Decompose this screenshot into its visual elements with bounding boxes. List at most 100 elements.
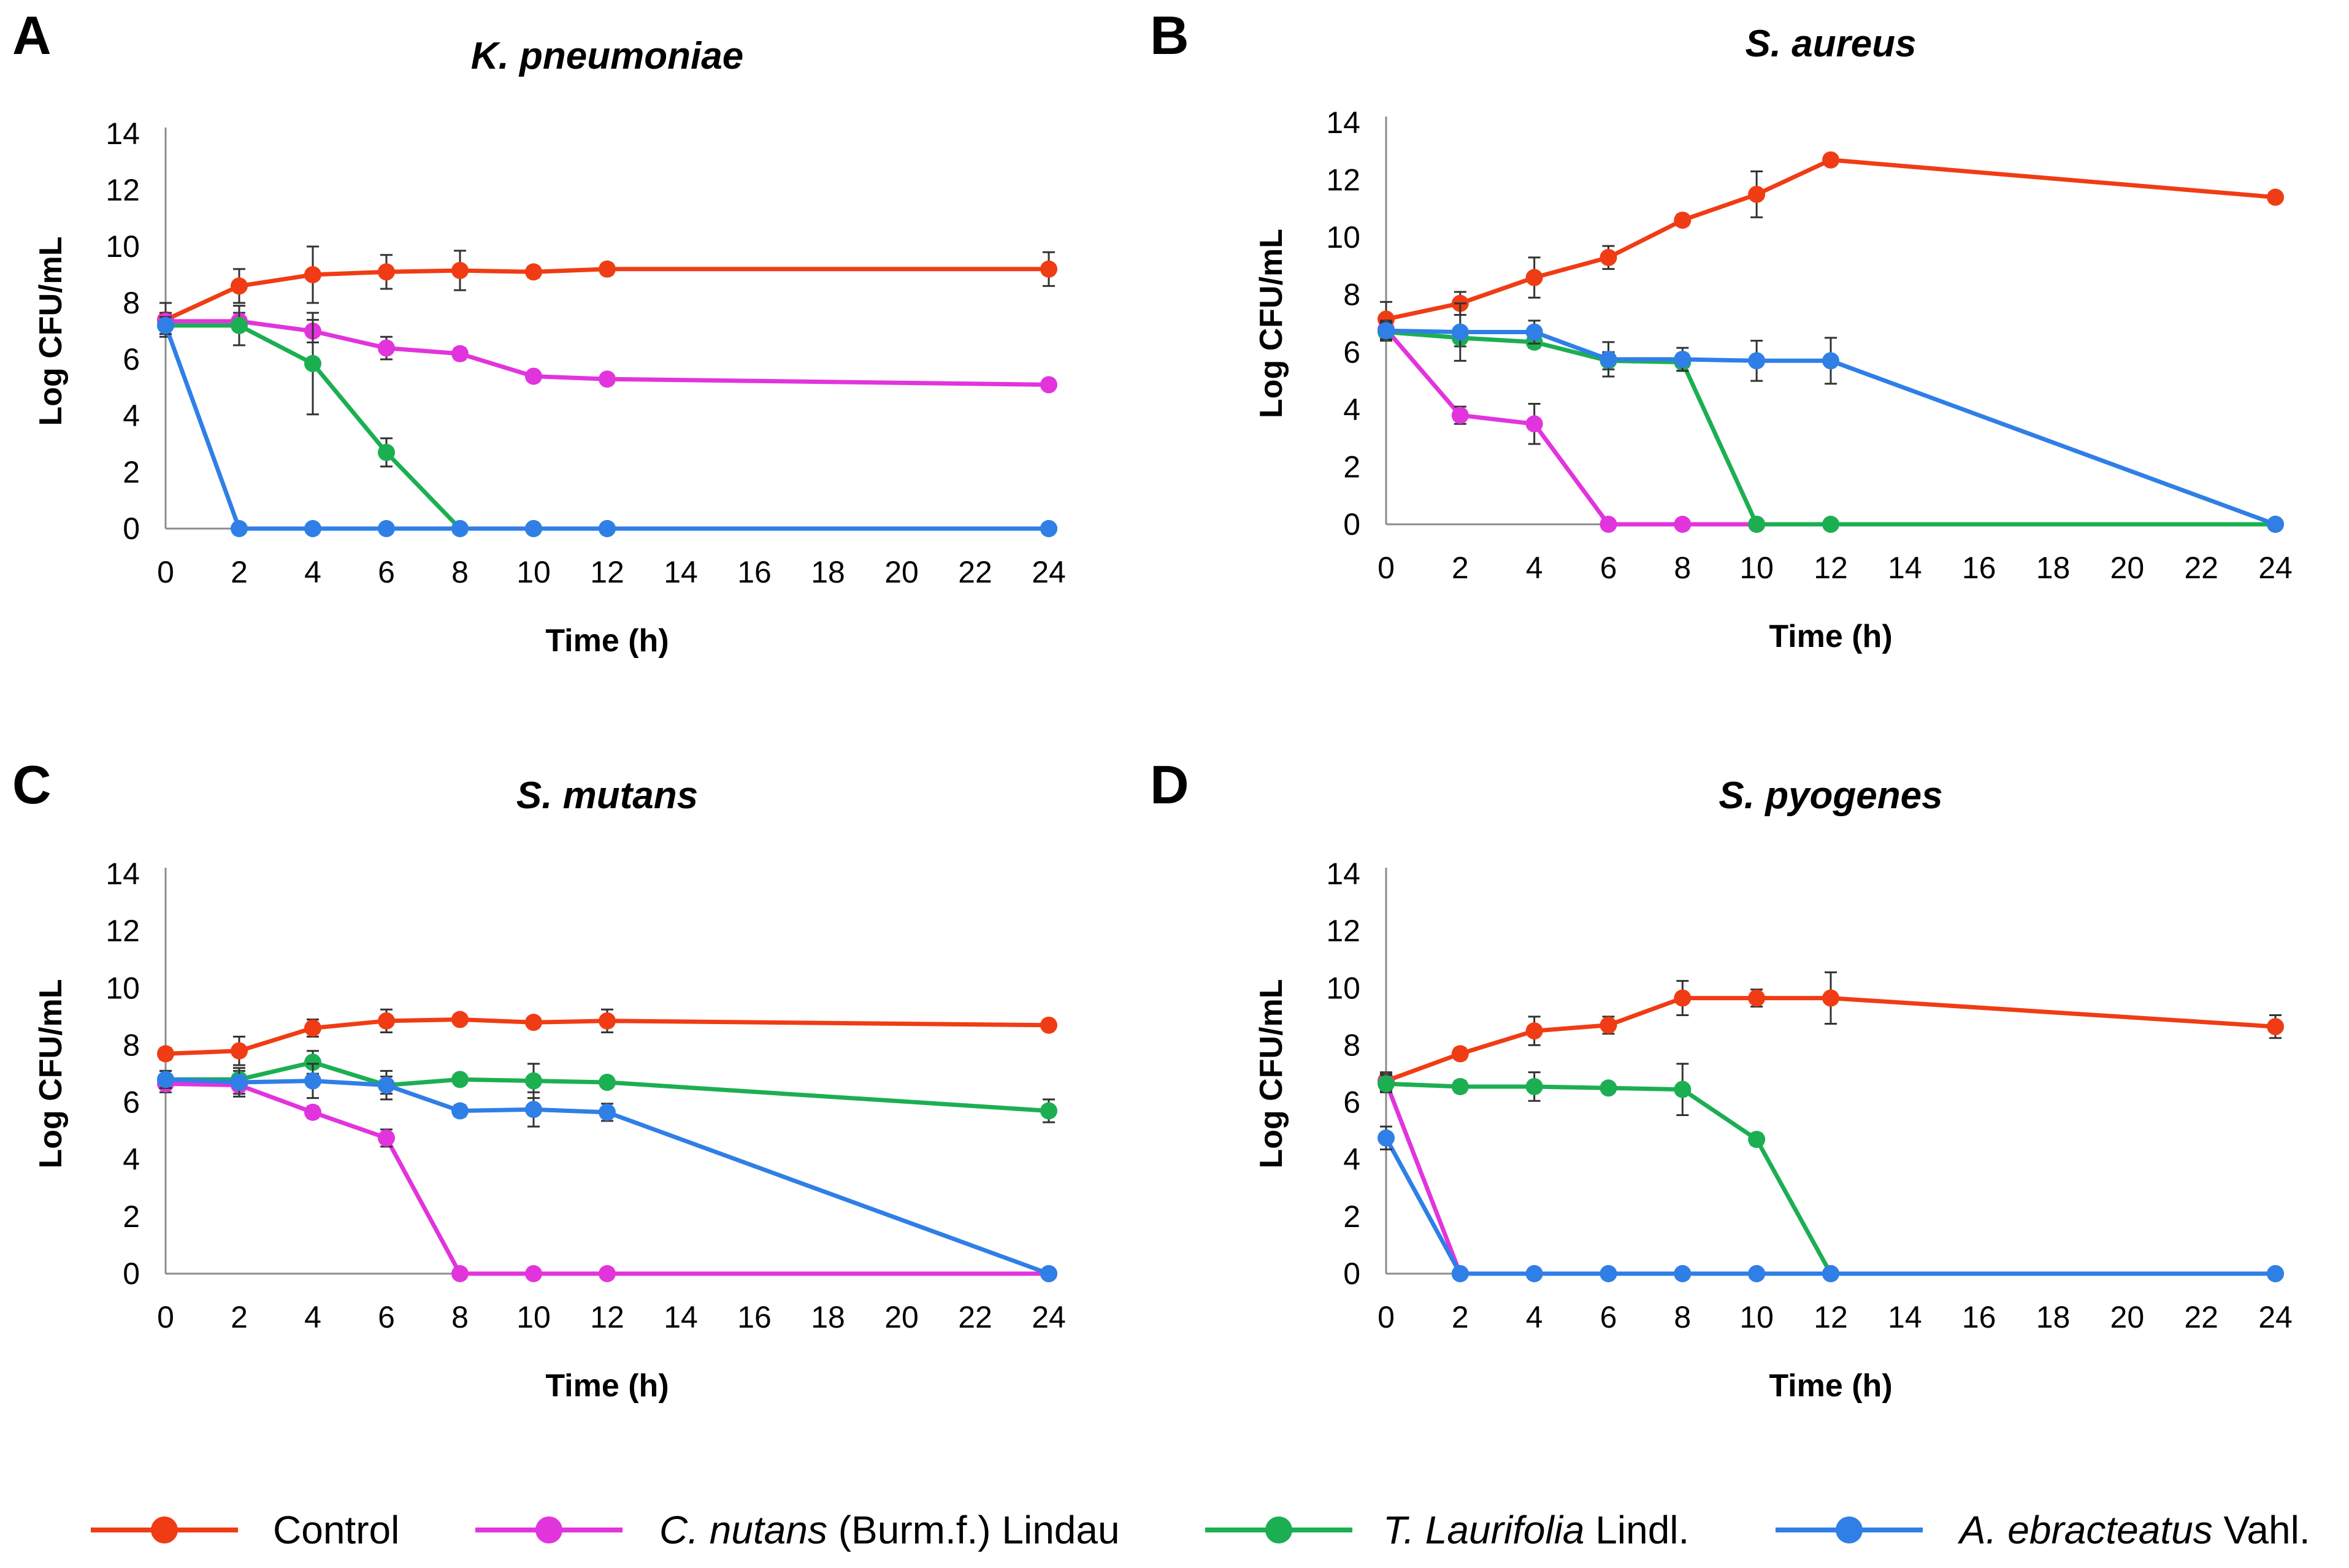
data-point <box>525 1265 542 1282</box>
chart-title: S. aureus <box>1745 23 1916 65</box>
x-tick-label: 24 <box>2258 551 2293 585</box>
data-point <box>2267 516 2284 533</box>
data-point <box>599 1265 616 1282</box>
x-tick-label: 14 <box>1888 551 1922 585</box>
y-tick-label: 6 <box>123 342 140 377</box>
x-tick-label: 0 <box>1378 1300 1395 1334</box>
chart-title: K. pneumoniae <box>471 35 743 77</box>
y-tick-label: 4 <box>1343 1142 1360 1177</box>
data-point <box>1040 1102 1057 1120</box>
series-a-ebracteatus-vahl <box>1378 302 2284 533</box>
data-point <box>304 520 321 537</box>
legend-label-rest: (Burm.f.) Lindau <box>827 1508 1120 1552</box>
x-tick-label: 6 <box>1600 1300 1617 1334</box>
x-tick-label: 10 <box>1739 551 1774 585</box>
data-point <box>1748 352 1766 370</box>
data-point <box>1674 516 1692 533</box>
y-tick-label: 10 <box>1326 971 1360 1005</box>
y-tick-label: 14 <box>105 117 140 151</box>
data-point <box>599 1073 616 1091</box>
x-tick-label: 10 <box>516 555 551 589</box>
data-point <box>1600 350 1617 368</box>
data-point <box>1822 352 1839 370</box>
data-point <box>525 1072 542 1090</box>
x-tick-label: 24 <box>2258 1300 2293 1334</box>
x-tick-label: 20 <box>884 555 919 589</box>
panel-letter: D <box>1150 754 1189 815</box>
series-line <box>165 1017 1049 1056</box>
y-tick-label: 14 <box>1326 105 1360 140</box>
data-point <box>378 1076 395 1094</box>
data-point <box>1525 269 1543 286</box>
series-control <box>157 1008 1057 1066</box>
series-line <box>165 1081 1049 1276</box>
y-tick-label: 2 <box>1343 449 1360 484</box>
data-point <box>1378 1075 1395 1093</box>
data-point <box>304 1072 321 1090</box>
data-point <box>1525 1022 1543 1040</box>
data-point <box>451 345 469 362</box>
series-a-ebracteatus-vahl <box>157 316 1057 537</box>
x-tick-label: 20 <box>2110 551 2145 585</box>
data-point <box>1674 1265 1692 1282</box>
legend-label: Control <box>273 1508 399 1552</box>
data-point <box>1040 376 1057 394</box>
data-point <box>378 443 395 461</box>
x-tick-label: 22 <box>2184 551 2218 585</box>
y-tick-label: 12 <box>1326 914 1360 948</box>
data-point <box>1451 1265 1469 1282</box>
x-tick-label: 18 <box>2036 551 2071 585</box>
data-point <box>1822 151 1839 169</box>
series-line <box>163 324 1049 531</box>
y-tick-label: 2 <box>123 1199 140 1234</box>
chart-title: S. mutans <box>516 774 698 817</box>
x-tick-label: 22 <box>958 555 992 589</box>
y-tick-label: 4 <box>1343 392 1360 427</box>
data-point <box>1040 1265 1057 1282</box>
legend-label-italic: C. nutans <box>659 1508 827 1552</box>
legend-label-italic: T. Laurifolia <box>1383 1508 1585 1552</box>
y-tick-label: 6 <box>123 1085 140 1120</box>
data-point <box>304 1054 321 1071</box>
y-axis-label: Log CFU/mL <box>33 236 69 426</box>
x-tick-label: 18 <box>811 1300 845 1334</box>
data-point <box>304 266 321 283</box>
legend-marker <box>151 1516 178 1543</box>
x-tick-label: 12 <box>590 555 624 589</box>
series-a-ebracteatus-vahl <box>1378 1125 2284 1282</box>
data-point <box>1040 1016 1057 1034</box>
x-tick-label: 8 <box>1674 1300 1691 1334</box>
legend: Control C. nutans (Burm.f.) Lindau T. Laur… <box>91 1508 2310 1552</box>
data-point <box>451 520 469 537</box>
y-tick-label: 6 <box>1343 335 1360 369</box>
data-point <box>599 260 616 278</box>
data-point <box>231 277 248 295</box>
x-tick-label: 8 <box>451 1300 469 1334</box>
panel-letter: B <box>1150 5 1189 66</box>
x-tick-label: 16 <box>1962 1300 1996 1334</box>
data-point <box>304 1103 321 1121</box>
y-tick-label: 10 <box>105 971 140 1005</box>
y-tick-label: 10 <box>105 229 140 264</box>
data-point <box>1525 415 1543 433</box>
data-point <box>451 1011 469 1028</box>
legend-label: A. ebracteatus Vahl. <box>1957 1508 2310 1552</box>
data-point <box>451 1102 469 1120</box>
data-point <box>2267 188 2284 206</box>
y-tick-label: 12 <box>1326 163 1360 197</box>
y-tick-label: 2 <box>123 455 140 489</box>
x-tick-label: 2 <box>1452 551 1469 585</box>
x-tick-label: 10 <box>516 1300 551 1334</box>
y-tick-label: 6 <box>1343 1085 1360 1120</box>
data-point <box>1451 407 1469 424</box>
y-tick-label: 0 <box>123 511 140 546</box>
series-line <box>1385 1081 2275 1276</box>
x-tick-label: 22 <box>2184 1300 2218 1334</box>
data-point <box>525 367 542 385</box>
x-tick-label: 20 <box>2110 1300 2145 1334</box>
data-point <box>1525 1265 1543 1282</box>
x-tick-label: 24 <box>1032 1300 1066 1334</box>
legend-label: T. Laurifolia Lindl. <box>1383 1508 1689 1552</box>
data-point <box>599 370 616 388</box>
